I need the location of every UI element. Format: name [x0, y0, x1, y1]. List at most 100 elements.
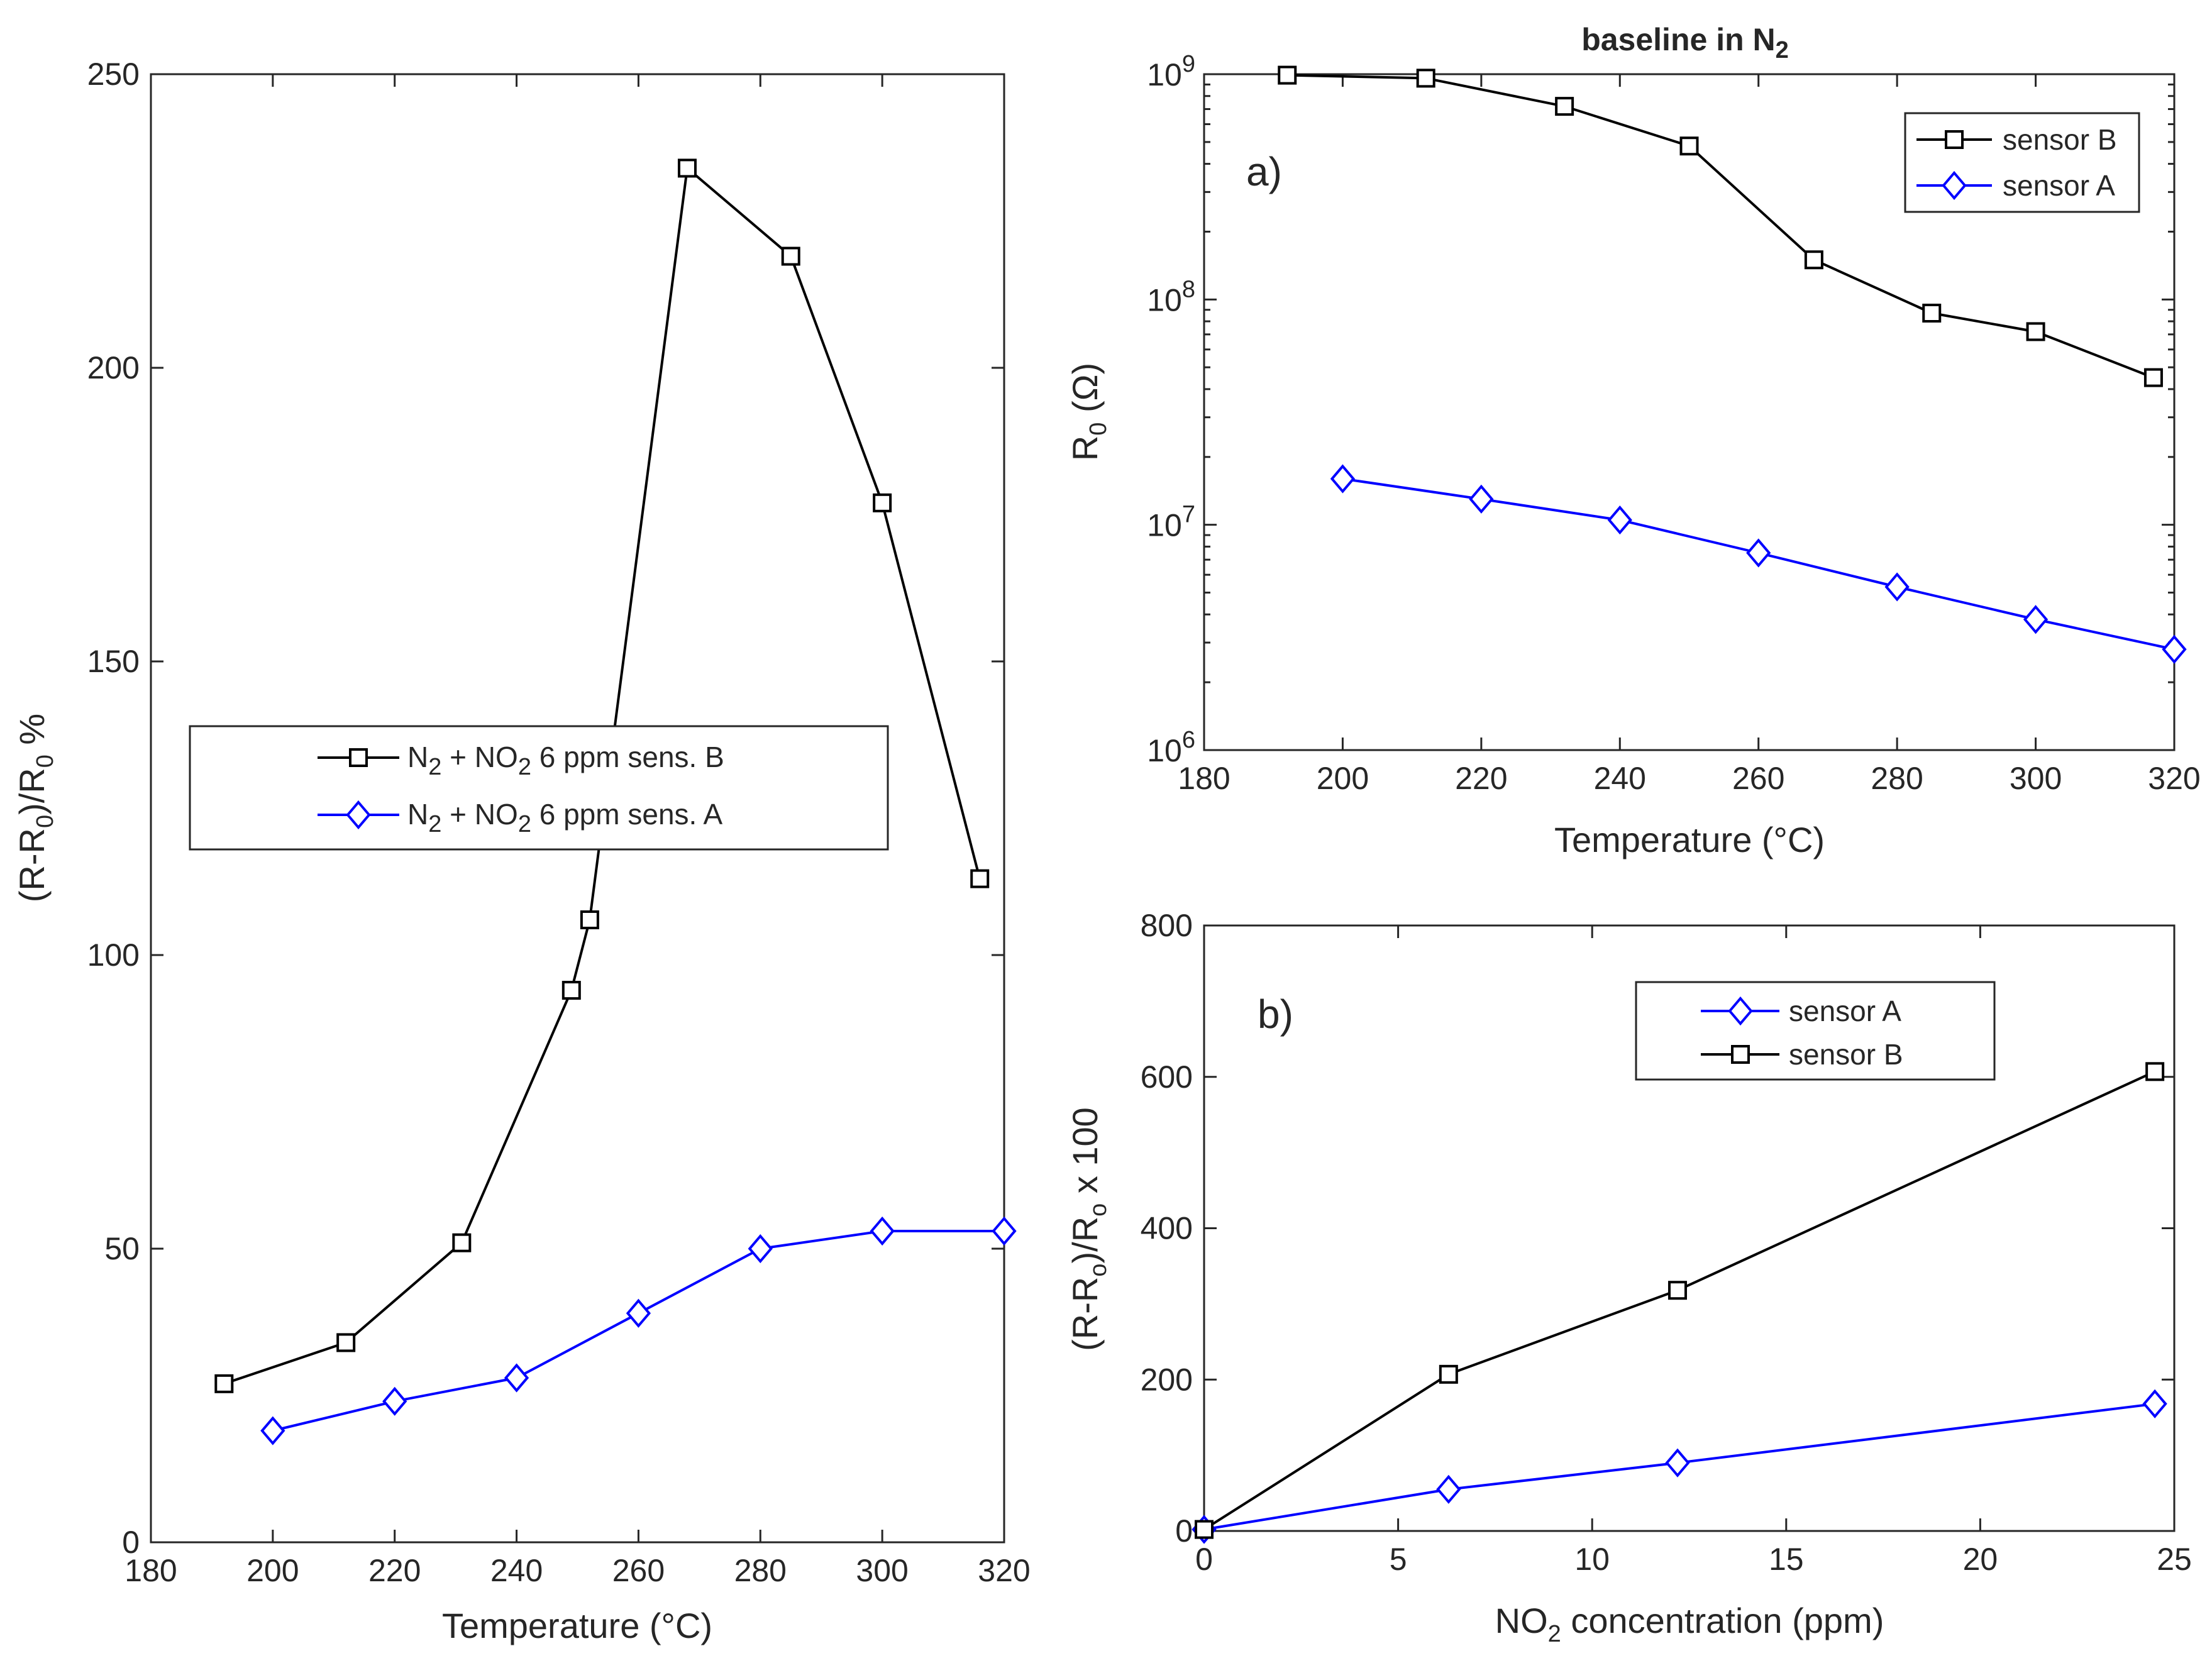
b-xtick-label: 25 — [2157, 1542, 2192, 1577]
a-xtick-label: 180 — [1178, 761, 1230, 796]
panel-b-legend-marker-a — [1728, 996, 1753, 1026]
a-series-1-point-5 — [2023, 605, 2049, 634]
panel-b-legend-label-b: sensor B — [1789, 1038, 1903, 1071]
left-ticks: 180 200 220 240 260 280 300 320 0 50 100 150 200 250 — [87, 57, 1031, 1588]
left-ytick-label: 200 — [87, 350, 140, 385]
a-series-1-point-0 — [1330, 464, 1356, 494]
left-series-0-point-8 — [970, 869, 990, 888]
left-series-1-point-6 — [992, 1216, 1017, 1246]
panel-b-x-axis-title: NO2 concentration (ppm) — [1495, 1601, 1884, 1647]
left-panel: 180 200 220 240 260 280 300 320050100150200250 … — [12, 57, 1031, 1645]
panel-b-series-lines — [1203, 1070, 2155, 1531]
left-series-0-point-3 — [561, 981, 581, 1000]
a-ytick-label: 107 — [1147, 502, 1195, 543]
a-xtick-label: 240 — [1594, 761, 1646, 796]
left-x-axis-title: Temperature (°C) — [442, 1606, 712, 1645]
left-series-1-point-3 — [626, 1298, 651, 1328]
b-series-0-point-2 — [1665, 1448, 1690, 1478]
b-xtick-label: 20 — [1963, 1542, 1998, 1577]
left-legend-marker-b — [349, 748, 368, 767]
panel-b-legend: sensor A sensor B — [1635, 981, 1996, 1081]
b-series-1-point-3 — [2145, 1062, 2165, 1081]
left-legend-marker-a — [346, 800, 371, 830]
panel-a-legend-label-b: sensor B — [2003, 123, 2117, 156]
b-series-1-point-0 — [1195, 1520, 1214, 1539]
left-legend-box — [189, 725, 889, 851]
panel-a-series-markers — [1278, 65, 2187, 664]
left-series-1-point-1 — [382, 1386, 407, 1416]
a-xtick-label: 320 — [2148, 761, 2200, 796]
panel-b-legend-label-a: sensor A — [1789, 995, 1901, 1027]
left-series-0-point-4 — [580, 910, 599, 929]
panel-a-title: baseline in N2 — [1581, 22, 1789, 64]
left-legend: N2 + NO2 6 ppm sens. B N2 + NO2 6 ppm se… — [189, 725, 889, 851]
b-series-1-point-2 — [1667, 1281, 1687, 1300]
a-series-1-point-3 — [1746, 538, 1771, 568]
left-series-0-point-2 — [452, 1233, 472, 1252]
b-xtick-label: 10 — [1574, 1542, 1610, 1577]
left-series-0-point-6 — [781, 246, 800, 266]
a-series-1-point-1 — [1469, 484, 1494, 514]
left-series-1-point-5 — [870, 1216, 895, 1246]
left-series-0-point-5 — [677, 158, 697, 178]
panel-a-tag: a) — [1246, 149, 1282, 194]
left-xtick-label: 260 — [612, 1553, 665, 1588]
left-y-axis-title: (R-R0)/R0 % — [12, 714, 58, 902]
left-xtick-label: 240 — [490, 1553, 543, 1588]
left-ytick-label: 250 — [87, 57, 140, 92]
left-series-0-point-0 — [214, 1374, 234, 1393]
b-series-0-point-1 — [1436, 1474, 1461, 1504]
left-ytick-label: 100 — [87, 937, 140, 973]
b-xtick-label: 5 — [1390, 1542, 1407, 1577]
left-series-1-point-0 — [260, 1416, 285, 1445]
a-xtick-label: 300 — [2010, 761, 2062, 796]
b-series-1-point-1 — [1439, 1364, 1458, 1384]
a-series-0-point-6 — [2026, 322, 2045, 341]
left-ytick-label: 50 — [104, 1231, 140, 1266]
panel-b: 0 5 10 15 20 25 0 200 400 600 800 b) NO2 concentra… — [1065, 908, 2192, 1647]
a-series-1-point-2 — [1607, 505, 1632, 535]
a-ytick-label: 106 — [1147, 727, 1195, 768]
left-legend-label-b: N2 + NO2 6 ppm sens. B — [407, 741, 724, 780]
panel-b-legend-box — [1635, 981, 1996, 1081]
a-series-0-point-4 — [1804, 250, 1823, 270]
a-ytick-label: 109 — [1147, 51, 1195, 92]
b-xtick-label: 0 — [1195, 1542, 1213, 1577]
a-xtick-label: 220 — [1455, 761, 1507, 796]
left-xtick-label: 300 — [856, 1553, 908, 1588]
a-xtick-label: 260 — [1732, 761, 1784, 796]
left-series-1-point-4 — [748, 1234, 773, 1264]
left-xtick-label: 200 — [246, 1553, 299, 1588]
left-series-0-point-7 — [873, 493, 892, 512]
panel-a-y-axis-title: R0 (Ω) — [1065, 363, 1112, 461]
b-series-0-point-3 — [2142, 1389, 2167, 1418]
left-legend-label-a: N2 + NO2 6 ppm sens. A — [407, 798, 723, 837]
panel-a-x-axis-title: Temperature (°C) — [1554, 820, 1825, 859]
panel-b-series-markers — [1192, 1062, 2167, 1544]
a-series-0-point-5 — [1922, 304, 1942, 323]
panel-b-ticks: 0 5 10 15 20 25 0 200 400 600 800 — [1141, 908, 2192, 1577]
panel-a-legend-marker-a — [1942, 170, 1967, 201]
a-series-0-point-7 — [2143, 368, 2163, 387]
panel-b-y-axis-title: (R-Ro)/Ro x 100 — [1065, 1107, 1112, 1351]
b-ytick-label: 800 — [1141, 908, 1193, 943]
b-ytick-label: 400 — [1141, 1211, 1193, 1246]
left-series-0-point-1 — [336, 1333, 356, 1352]
left-xtick-label: 180 — [124, 1553, 177, 1588]
a-series-0-line — [1287, 74, 2154, 379]
left-series-1-point-2 — [504, 1363, 529, 1393]
a-series-0-point-2 — [1555, 97, 1574, 116]
left-series-markers — [214, 158, 1017, 1445]
b-ytick-label: 600 — [1141, 1059, 1193, 1095]
b-xtick-label: 15 — [1769, 1542, 1804, 1577]
a-xtick-label: 280 — [1871, 761, 1923, 796]
panel-a-legend-label-a: sensor A — [2003, 169, 2115, 202]
a-series-1-point-4 — [1884, 572, 1910, 602]
panel-a-ticks: 180 200 220 240 260 280 300 320 106 107 108 109 — [1147, 51, 2200, 796]
panel-a-legend: sensor B sensor A — [1904, 112, 2140, 213]
left-xtick-label: 320 — [978, 1553, 1030, 1588]
left-ytick-label: 0 — [122, 1525, 140, 1560]
a-series-1-point-6 — [2162, 634, 2187, 664]
a-series-0-point-1 — [1416, 69, 1435, 88]
